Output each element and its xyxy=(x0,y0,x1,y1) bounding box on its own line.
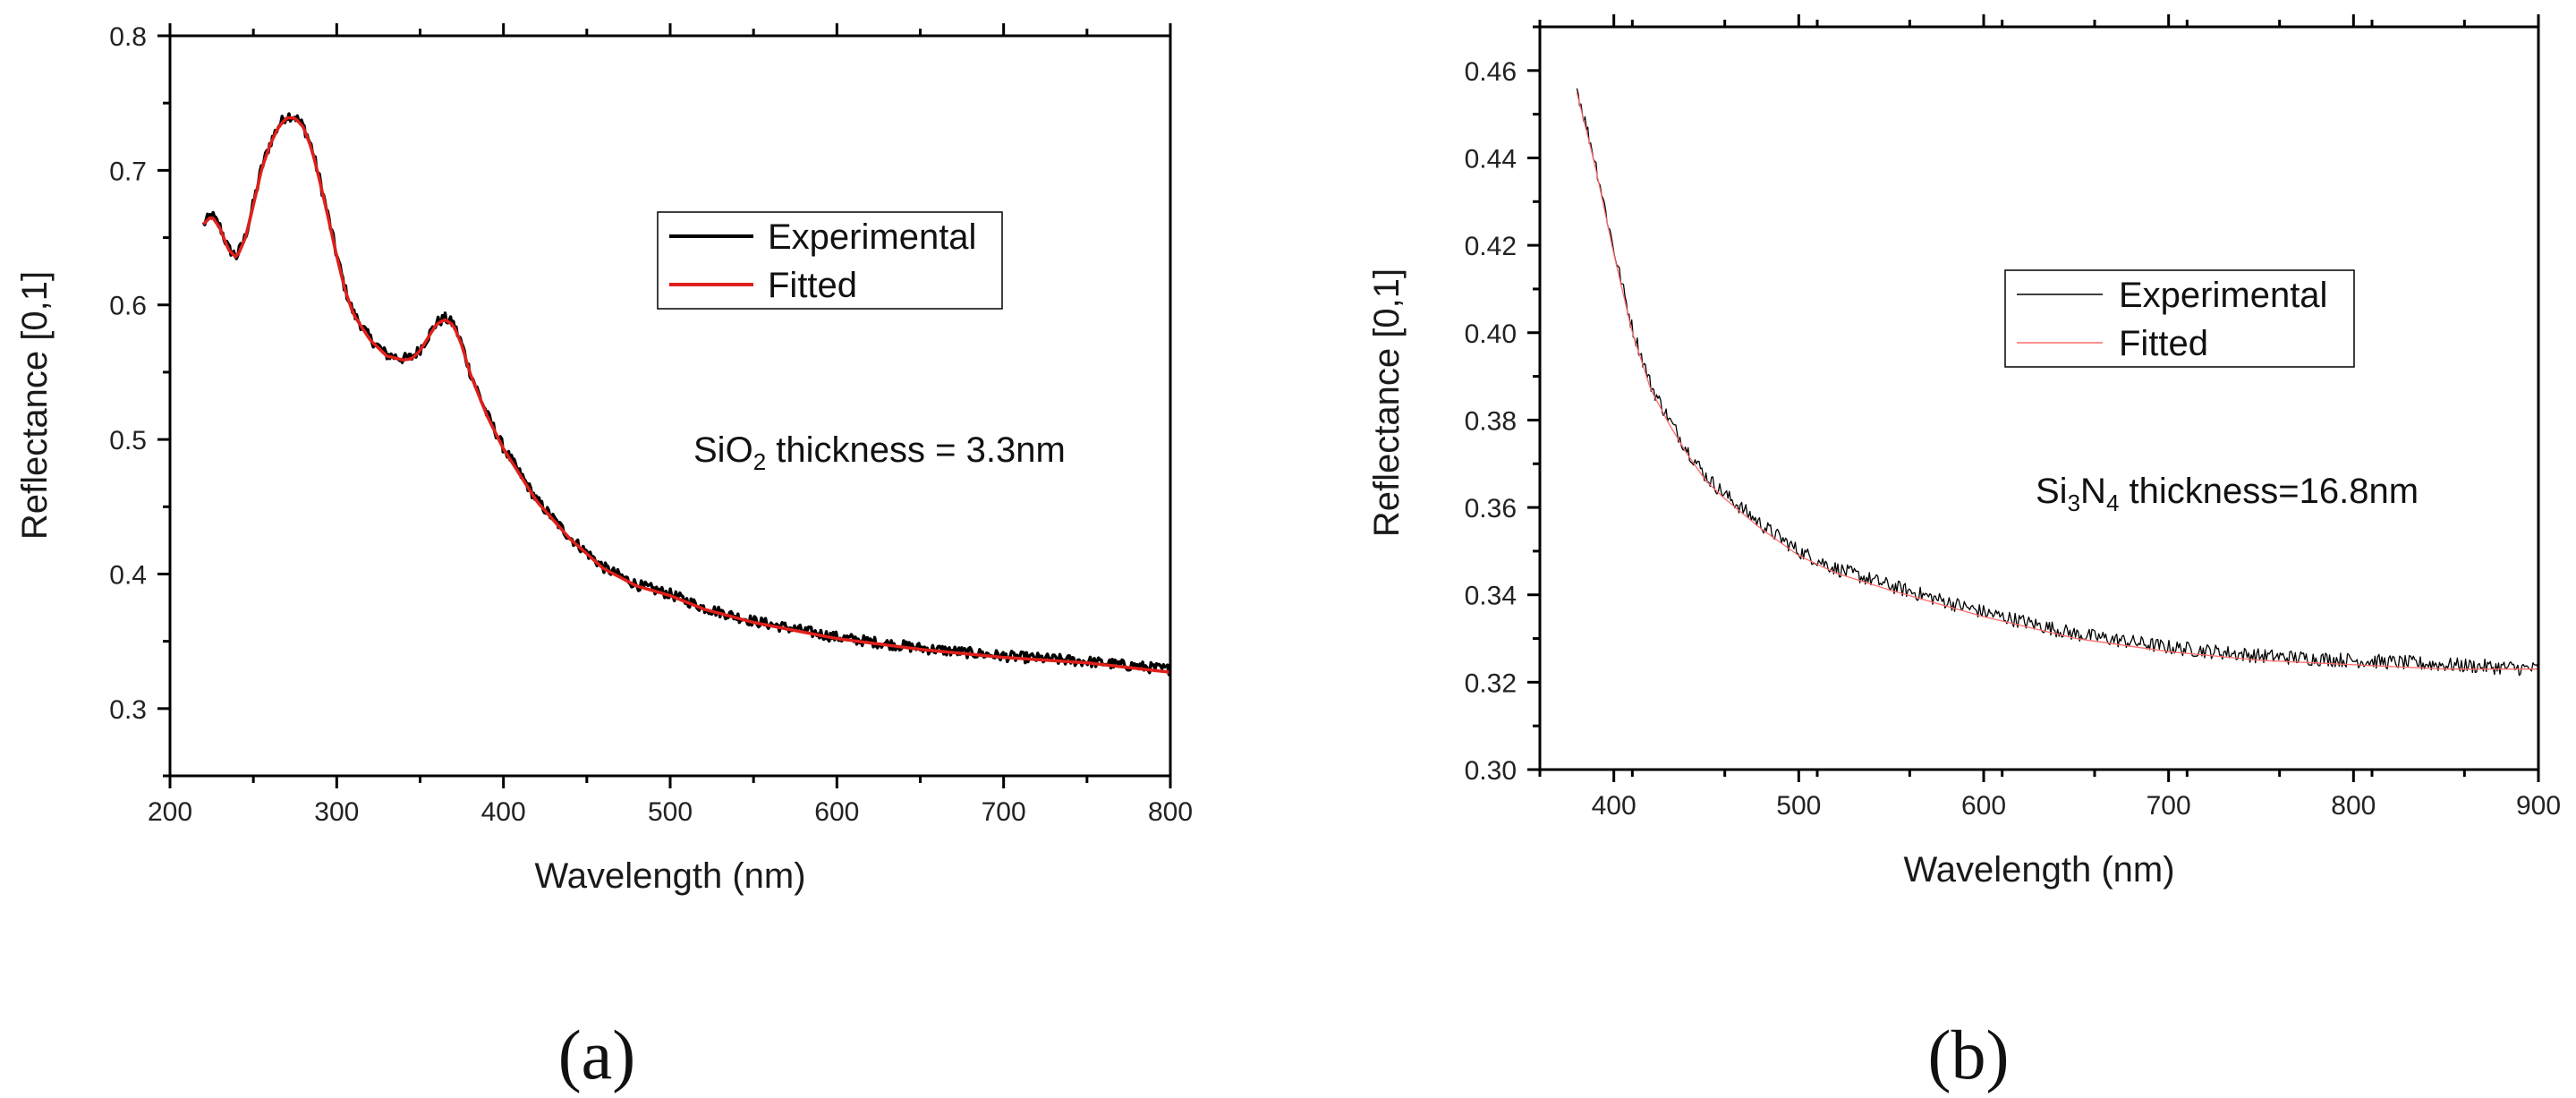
panel-a-x-tick-label: 500 xyxy=(648,797,693,827)
panel-a-y-tick-label: 0.6 xyxy=(109,292,147,321)
panel-a-x-tick-label: 800 xyxy=(1148,797,1193,827)
panel-a-y-tick-label: 0.4 xyxy=(109,560,147,590)
panel-a-y-tick-label: 0.5 xyxy=(109,426,147,455)
panel-a-legend-label-fitted: Fitted xyxy=(768,266,857,305)
panel-b-series-experimental-line xyxy=(1576,88,2539,677)
panel-a-legend: Experimental Fitted xyxy=(657,211,1003,310)
panel-a-x-tick-label: 400 xyxy=(481,797,526,827)
panel-a-series-fitted-line xyxy=(202,115,1171,674)
panel-a-series-experimental-line xyxy=(201,112,1171,677)
panel-b-y-tick-label: 0.30 xyxy=(1465,756,1517,786)
panel-a-annotation: SiO2 thickness = 3.3nm xyxy=(693,430,1066,475)
panel-a-plot-frame xyxy=(168,34,1172,778)
panel-a-x-tick-label: 600 xyxy=(814,797,859,827)
panel-a-y-tick-label: 0.3 xyxy=(109,695,147,725)
panel-b-x-tick-label: 400 xyxy=(1592,791,1637,821)
panel-b-chart: 400 500 600 700 800 900 0.30 0.32 0.34 0.36 0.38 0.… xyxy=(1367,14,2561,1094)
panel-b-y-tick-label: 0.34 xyxy=(1465,582,1517,611)
panel-b-x-axis-label: Wavelength (nm) xyxy=(1903,850,2174,889)
panel-a-y-tick-label: 0.8 xyxy=(109,22,147,52)
panel-a-legend-label-experimental: Experimental xyxy=(768,217,976,257)
panel-b-y-tick-label: 0.44 xyxy=(1465,144,1517,174)
panel-b-y-tick-label: 0.36 xyxy=(1465,494,1517,523)
panel-b-annotation: Si3N4 thickness=16.8nm xyxy=(2036,472,2419,516)
panel-b-y-tick-label: 0.42 xyxy=(1465,232,1517,261)
panel-b-y-tick-label: 0.46 xyxy=(1465,57,1517,87)
panel-b-x-tick-label: 800 xyxy=(2331,791,2376,821)
panel-a-x-tick-label: 700 xyxy=(982,797,1026,827)
panel-b-plot-frame xyxy=(1538,25,2540,771)
panel-a-x-tick-label: 300 xyxy=(314,797,359,827)
panel-b-x-tick-label: 600 xyxy=(1961,791,2006,821)
panel-a-legend-box xyxy=(657,211,1003,310)
panel-b-series-fitted-line xyxy=(1576,92,2538,670)
panel-b-label: (b) xyxy=(1928,1016,2010,1094)
panel-b-y-tick-label: 0.32 xyxy=(1465,668,1517,698)
panel-b-legend-box xyxy=(2004,269,2355,368)
panel-a-chart: 200 300 400 500 600 700 8000.30.40.50.60.70.8 … xyxy=(15,22,1193,1094)
panel-a-y-tick-label: 0.7 xyxy=(109,157,147,186)
panel-a-y-axis-label: Reflectance [0,1] xyxy=(15,271,55,540)
panel-b-x-tick-label: 500 xyxy=(1776,791,1821,821)
panel-a-x-axis-label: Wavelength (nm) xyxy=(534,856,805,896)
panel-b-legend: Experimental Fitted xyxy=(2004,269,2355,368)
panel-b-x-tick-label: 700 xyxy=(2147,791,2191,821)
panel-b-legend-label-experimental: Experimental xyxy=(2119,276,2327,315)
panel-b-y-axis-label: Reflectance [0,1] xyxy=(1367,268,1407,537)
panel-a-x-tick-label: 200 xyxy=(148,797,192,827)
panel-b-y-tick-label: 0.40 xyxy=(1465,319,1517,349)
panel-a-label: (a) xyxy=(558,1016,636,1094)
panel-b-legend-label-fitted: Fitted xyxy=(2119,324,2208,363)
panel-b-x-tick-label: 900 xyxy=(2516,791,2561,821)
panel-b-y-tick-label: 0.38 xyxy=(1465,406,1517,436)
